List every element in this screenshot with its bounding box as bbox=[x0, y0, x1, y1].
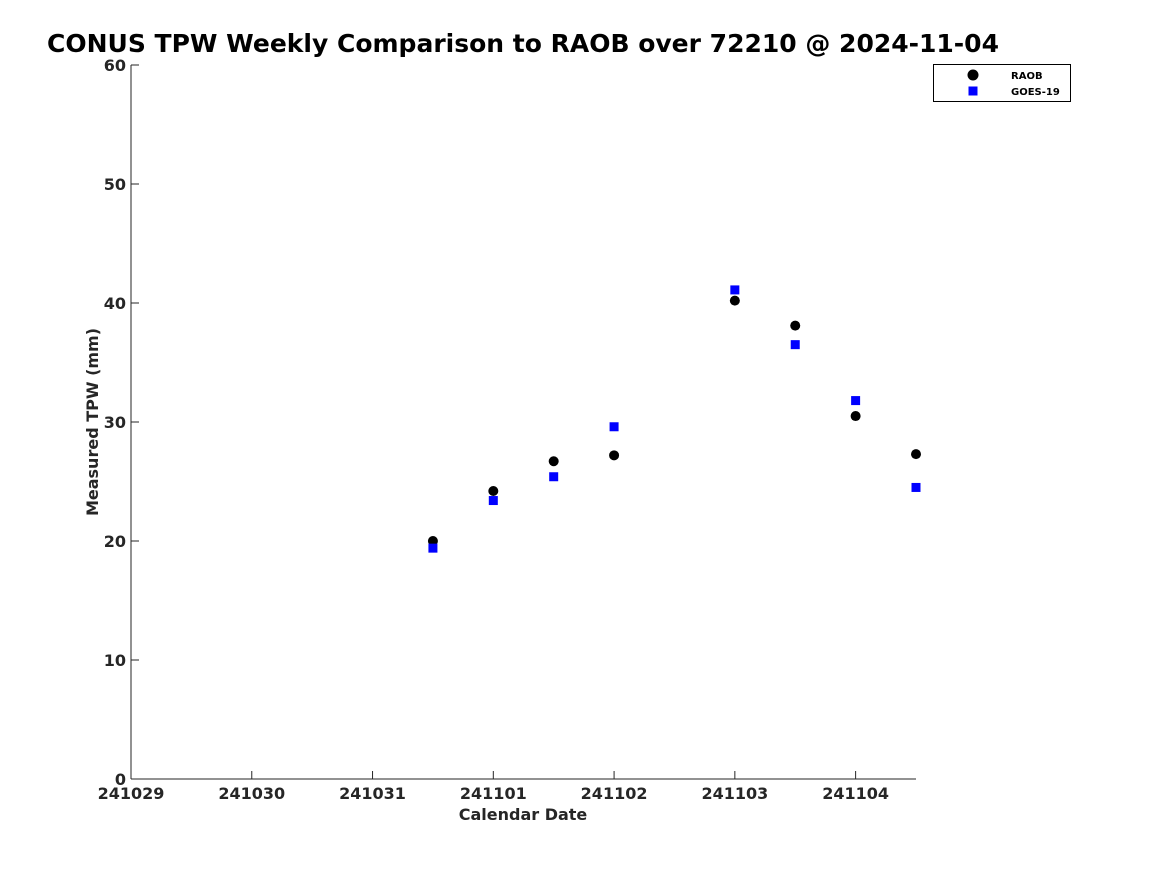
raob-point bbox=[729, 295, 740, 306]
raob-point bbox=[427, 536, 438, 546]
y-tick-label: 60 bbox=[104, 56, 126, 75]
x-tick-label: 241029 bbox=[98, 784, 165, 803]
x-tick-label: 241104 bbox=[822, 784, 889, 803]
y-tick-label: 30 bbox=[104, 413, 126, 432]
raob-point bbox=[548, 456, 559, 467]
y-tick-label: 50 bbox=[104, 175, 126, 194]
raob-point bbox=[911, 449, 921, 460]
y-tick-label: 10 bbox=[104, 651, 126, 670]
data-points bbox=[427, 285, 921, 553]
goes-19-point bbox=[911, 482, 921, 492]
goes-19-point bbox=[851, 396, 861, 406]
x-tick-label: 241103 bbox=[701, 784, 768, 803]
goes-19-point bbox=[549, 472, 559, 482]
legend-raob-label: RAOB bbox=[1011, 71, 1043, 82]
raob-point bbox=[488, 486, 499, 497]
legend-box bbox=[933, 64, 1071, 102]
y-tick-label: 0 bbox=[115, 770, 126, 789]
y-tick-label: 40 bbox=[104, 294, 126, 313]
x-tick-label: 241031 bbox=[339, 784, 406, 803]
raob-point bbox=[609, 450, 620, 461]
x-axis-label: Calendar Date bbox=[459, 805, 588, 824]
chart-title: CONUS TPW Weekly Comparison to RAOB over… bbox=[47, 29, 999, 58]
legend: RAOB GOES-19 bbox=[933, 64, 1071, 102]
y-tick-label: 20 bbox=[104, 532, 126, 551]
goes-19-point bbox=[488, 496, 498, 506]
legend-goes-19-marker bbox=[968, 86, 978, 96]
y-axis-label: Measured TPW (mm) bbox=[83, 328, 102, 516]
raob-point bbox=[850, 411, 861, 422]
goes-19-point bbox=[730, 285, 740, 295]
goes-19-point bbox=[428, 543, 438, 553]
legend-raob-marker bbox=[967, 69, 979, 81]
legend-goes-19-label: GOES-19 bbox=[1011, 87, 1060, 98]
x-tick-label: 241030 bbox=[218, 784, 285, 803]
x-tick-label: 241101 bbox=[460, 784, 527, 803]
axes: 0 10 20 30 40 50 60 241029 241030 241031 241101 241… bbox=[98, 56, 916, 803]
x-tick-label: 241102 bbox=[581, 784, 648, 803]
goes-19-point bbox=[790, 340, 800, 350]
goes-19-point bbox=[609, 422, 619, 432]
raob-point bbox=[790, 320, 801, 331]
